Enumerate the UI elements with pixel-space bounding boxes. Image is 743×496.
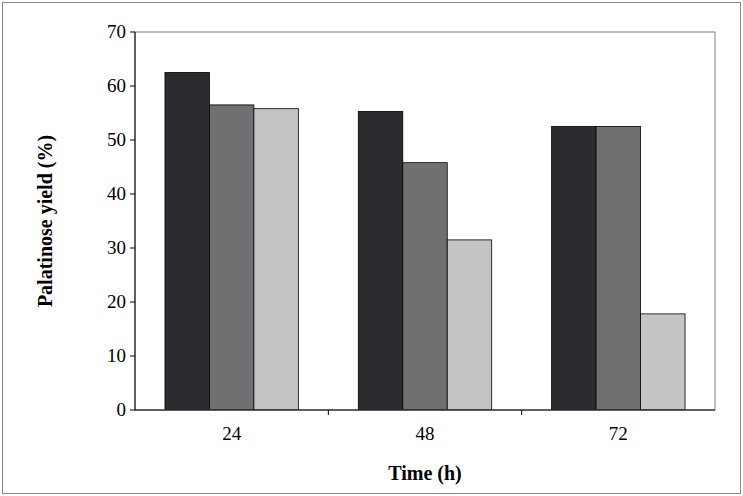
x-tick	[521, 410, 522, 415]
chart-svg: 0 10 20 30 40 50 60 70 24 48 72 Time (h) Palatinose …	[0, 0, 743, 496]
bar	[403, 163, 447, 410]
y-axis-label: Palatinose yield (%)	[34, 135, 57, 307]
y-tick	[130, 410, 135, 411]
outer-frame	[3, 3, 741, 494]
y-tick-label: 50	[107, 129, 126, 150]
chart-root: 0 10 20 30 40 50 60 70 24 48 72 Time (h) Palatinose …	[0, 0, 743, 496]
plot-frame	[135, 32, 715, 410]
y-tick-label: 60	[107, 75, 126, 96]
x-tick-label: 72	[609, 423, 628, 444]
bar	[596, 127, 640, 411]
y-tick-label: 70	[107, 21, 126, 42]
y-tick	[130, 248, 135, 249]
bar	[165, 73, 209, 411]
y-tick-label: 40	[107, 183, 126, 204]
x-tick-label: 24	[222, 423, 242, 444]
bar	[447, 240, 491, 410]
y-tick-label: 20	[107, 291, 126, 312]
y-axis-line	[135, 32, 136, 410]
y-tick	[130, 32, 135, 33]
x-tick-label: 48	[416, 423, 435, 444]
y-tick-label: 10	[107, 345, 126, 366]
bar	[552, 127, 596, 411]
y-tick	[130, 194, 135, 195]
x-axis-label: Time (h)	[388, 462, 462, 485]
y-tick-label: 0	[117, 399, 127, 420]
bar	[254, 109, 298, 410]
x-axis-line	[135, 410, 715, 411]
bar	[209, 105, 253, 410]
x-tick	[328, 410, 329, 415]
y-tick-label: 30	[107, 237, 126, 258]
y-tick	[130, 86, 135, 87]
y-tick	[130, 140, 135, 141]
bar	[641, 314, 685, 410]
y-tick	[130, 302, 135, 303]
bar	[358, 111, 402, 410]
y-tick	[130, 356, 135, 357]
bars	[165, 73, 685, 411]
